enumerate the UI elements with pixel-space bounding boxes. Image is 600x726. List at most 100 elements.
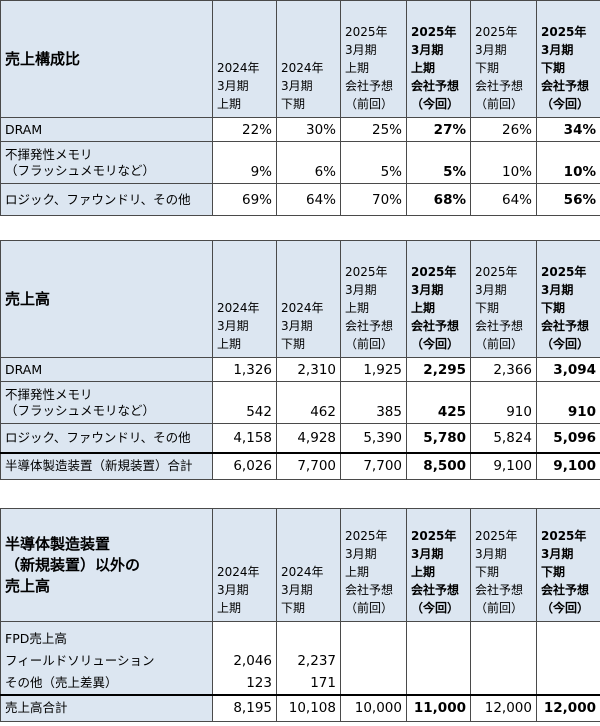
cell-value: 69% [212, 183, 277, 216]
cell-value: 70% [340, 183, 407, 216]
cell-value: 5,824 [470, 423, 537, 454]
cell-value: 22% [212, 117, 277, 142]
cell-value: 8,195 [212, 694, 277, 722]
table2-title: 売上高 [0, 240, 213, 358]
cell-value: 8,500 [406, 452, 471, 480]
table-row-total: 売上高合計 8,195 10,108 10,000 11,000 12,000 … [0, 694, 600, 722]
cell-value: 910 [470, 381, 537, 424]
row-label: DRAM [0, 117, 213, 142]
table-row: DRAM 1,326 2,310 1,925 2,295 2,366 3,094 [0, 357, 600, 382]
cell-value: 171 [310, 675, 336, 691]
cell-value: 910 [536, 381, 600, 424]
cell-value: 11,000 [406, 694, 471, 722]
header-2024-h2: 2024年 3月期 下期 [276, 240, 341, 358]
cell-value: 5% [340, 141, 407, 184]
value-group: 2,237 171 [276, 621, 341, 696]
cell-value: 64% [276, 183, 341, 216]
cell-value: 5% [406, 141, 471, 184]
cell-value: 4,928 [276, 423, 341, 454]
cell-value: 10,000 [340, 694, 407, 722]
cell-value [281, 628, 336, 650]
empty-cell [536, 621, 600, 696]
cell-value: 9% [212, 141, 277, 184]
row-label: フィールドソリューション [5, 653, 155, 668]
row-label-group: FPD売上高 フィールドソリューション その他（売上差異） [0, 621, 213, 696]
header-2024-h2: 2024年 3月期 下期 [276, 0, 341, 118]
header-2025-h2-curr: 2025年 3月期 下期 会社予想 （今回） [536, 240, 600, 358]
header-2024-h1: 2024年 3月期 上期 [212, 508, 277, 622]
cell-value: 2,295 [406, 357, 471, 382]
cell-value: 68% [406, 183, 471, 216]
table-row: 不揮発性メモリ （フラッシュメモリなど） 542 462 385 425 910… [0, 381, 600, 424]
cell-value: 30% [276, 117, 341, 142]
header-2025-h1-prev: 2025年 3月期 上期 会社予想 （前回） [340, 0, 407, 118]
cell-value: 385 [340, 381, 407, 424]
sales-composition-table: 売上構成比 2024年 3月期 上期 2024年 3月期 下期 2025年 3月… [0, 0, 600, 216]
row-label: FPD売上高 [5, 631, 67, 646]
row-label: 不揮発性メモリ （フラッシュメモリなど） [0, 381, 213, 424]
row-label: 半導体製造装置（新規装置）合計 [0, 452, 213, 480]
header-2025-h2-curr: 2025年 3月期 下期 会社予想 （今回） [536, 508, 600, 622]
header-2024-h1: 2024年 3月期 上期 [212, 0, 277, 118]
table-row: 不揮発性メモリ （フラッシュメモリなど） 9% 6% 5% 5% 10% 10% [0, 141, 600, 184]
header-2025-h1-prev: 2025年 3月期 上期 会社予想 （前回） [340, 508, 407, 622]
cell-value: 2,310 [276, 357, 341, 382]
cell-value: 34% [536, 117, 600, 142]
table3-title: 半導体製造装置 （新規装置）以外の 売上高 [0, 508, 213, 622]
value-group: 2,046 123 [212, 621, 277, 696]
cell-value: 2,366 [470, 357, 537, 382]
cell-value: 12,000 [536, 694, 600, 722]
row-label: ロジック、ファウンドリ、その他 [0, 183, 213, 216]
table-row-group: FPD売上高 フィールドソリューション その他（売上差異） 2,046 123 … [0, 621, 600, 696]
header-2025-h1-curr: 2025年 3月期 上期 会社予想 （今回） [406, 0, 471, 118]
cell-value: 4,158 [212, 423, 277, 454]
table-row: ロジック、ファウンドリ、その他 69% 64% 70% 68% 64% 56% [0, 183, 600, 216]
cell-value: 425 [406, 381, 471, 424]
cell-value: 2,046 [233, 653, 272, 669]
row-label: その他（売上差異） [5, 675, 118, 690]
header-2025-h2-curr: 2025年 3月期 下期 会社予想 （今回） [536, 0, 600, 118]
cell-value: 7,700 [276, 452, 341, 480]
cell-value: 1,925 [340, 357, 407, 382]
cell-value: 462 [276, 381, 341, 424]
cell-value: 7,700 [340, 452, 407, 480]
cell-value: 6% [276, 141, 341, 184]
cell-value: 27% [406, 117, 471, 142]
row-label: 売上高合計 [0, 694, 213, 722]
cell-value: 10% [470, 141, 537, 184]
table1-title: 売上構成比 [0, 0, 213, 118]
header-2025-h1-curr: 2025年 3月期 上期 会社予想 （今回） [406, 240, 471, 358]
row-label: 不揮発性メモリ （フラッシュメモリなど） [0, 141, 213, 184]
empty-cell [470, 621, 537, 696]
cell-value: 1,326 [212, 357, 277, 382]
header-2025-h2-prev: 2025年 3月期 下期 会社予想 （前回） [470, 240, 537, 358]
cell-value: 5,096 [536, 423, 600, 454]
empty-cell [406, 621, 471, 696]
header-2025-h1-curr: 2025年 3月期 上期 会社予想 （今回） [406, 508, 471, 622]
cell-value: 12,000 [470, 694, 537, 722]
cell-value: 9,100 [470, 452, 537, 480]
table-row: ロジック、ファウンドリ、その他 4,158 4,928 5,390 5,780 … [0, 423, 600, 454]
cell-value: 2,237 [297, 653, 336, 669]
cell-value: 56% [536, 183, 600, 216]
sales-table: 売上高 2024年 3月期 上期 2024年 3月期 下期 2025年 3月期 … [0, 240, 600, 480]
cell-value [217, 628, 272, 650]
row-label: ロジック、ファウンドリ、その他 [0, 423, 213, 454]
header-2024-h2: 2024年 3月期 下期 [276, 508, 341, 622]
cell-value: 542 [212, 381, 277, 424]
cell-value: 123 [246, 675, 272, 691]
header-2025-h1-prev: 2025年 3月期 上期 会社予想 （前回） [340, 240, 407, 358]
cell-value: 6,026 [212, 452, 277, 480]
cell-value: 25% [340, 117, 407, 142]
other-sales-table: 半導体製造装置 （新規装置）以外の 売上高 2024年 3月期 上期 2024年… [0, 508, 600, 722]
table-row: DRAM 22% 30% 25% 27% 26% 34% [0, 117, 600, 142]
header-2024-h1: 2024年 3月期 上期 [212, 240, 277, 358]
empty-cell [340, 621, 407, 696]
cell-value: 3,094 [536, 357, 600, 382]
header-2025-h2-prev: 2025年 3月期 下期 会社予想 （前回） [470, 508, 537, 622]
header-2025-h2-prev: 2025年 3月期 下期 会社予想 （前回） [470, 0, 537, 118]
cell-value: 5,780 [406, 423, 471, 454]
cell-value: 9,100 [536, 452, 600, 480]
cell-value: 5,390 [340, 423, 407, 454]
cell-value: 10% [536, 141, 600, 184]
